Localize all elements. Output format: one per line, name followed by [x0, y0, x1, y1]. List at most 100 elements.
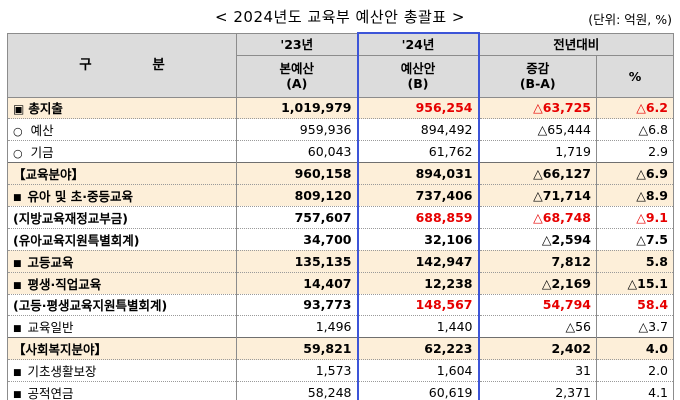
row-label: ○ 기금 — [7, 140, 237, 164]
row-label: ■ 고등교육 — [7, 250, 237, 273]
cell-a: 809,120 — [236, 184, 358, 207]
table-row: 【사회복지분야】 59,821 62,223 2,402 4.0 — [7, 337, 675, 361]
square-bullet-icon: ■ — [13, 193, 22, 203]
row-label: 【교육분야】 — [7, 162, 237, 186]
row-label: ■ 공적연금 — [7, 381, 237, 400]
cell-b: 32,106 — [356, 228, 480, 251]
cell-diff: △56 — [478, 315, 597, 339]
cell-a: 93,773 — [236, 294, 358, 317]
col-c-top: 전년대비 — [477, 32, 675, 56]
cell-b: 148,567 — [356, 294, 480, 317]
page-title: < 2024년도 교육부 예산안 총괄표 > — [215, 8, 465, 26]
cell-diff: 2,402 — [478, 337, 597, 361]
square-bullet-icon: ■ — [13, 324, 22, 335]
cell-b: 12,238 — [356, 272, 480, 295]
cell-a: 58,248 — [236, 381, 358, 400]
cell-pct: △6.2 — [595, 97, 675, 120]
circle-bullet-icon: ○ — [13, 147, 23, 161]
cell-b: 956,254 — [356, 97, 480, 120]
cell-pct: △7.5 — [595, 228, 675, 251]
cell-pct: 2.0 — [595, 359, 675, 383]
cell-diff: 2,371 — [478, 381, 597, 400]
cell-pct: △9.1 — [595, 206, 675, 229]
row-label: ■ 평생·직업교육 — [7, 272, 237, 295]
cell-diff: 54,794 — [478, 294, 597, 317]
circle-bullet-icon: ○ — [13, 125, 23, 139]
cell-pct: 58.4 — [595, 294, 675, 317]
row-label: ■ 기초생활보장 — [7, 359, 237, 383]
cell-diff: △71,714 — [478, 184, 597, 207]
cell-diff: △2,169 — [478, 272, 597, 295]
table-row: (유아교육지원특별회계) 34,700 32,106 △2,594 △7.5 — [7, 228, 675, 251]
cell-b: 142,947 — [356, 250, 480, 273]
table-row: ■ 교육일반 1,496 1,440 △56 △3.7 — [7, 315, 675, 339]
table-row: ■ 공적연금 58,248 60,619 2,371 4.1 — [7, 381, 675, 400]
cell-a: 34,700 — [236, 228, 358, 251]
col-b-year: '24년 — [356, 32, 480, 56]
table-row: (고등·평생교육지원특별회계) 93,773 148,567 54,794 58… — [7, 294, 675, 317]
table-row: ■ 유아 및 초·중등교육 809,120 737,406 △71,714 △8.… — [7, 184, 675, 207]
row-label: 【사회복지분야】 — [7, 337, 237, 361]
unit-label: (단위: 억원, %) — [588, 12, 672, 27]
table-row: ▣ 총지출 1,019,979 956,254 △63,725 △6.2 — [7, 97, 675, 120]
cell-a: 757,607 — [236, 206, 358, 229]
cell-b: 894,031 — [356, 162, 480, 186]
table-row: ○ 예산 959,936 894,492 △65,444 △6.8 — [7, 118, 675, 142]
col-a-header: 본예산 (A) — [236, 54, 358, 98]
cell-b: 62,223 — [356, 337, 480, 361]
row-label: (고등·평생교육지원특별회계) — [7, 294, 237, 317]
cell-a: 960,158 — [236, 162, 358, 186]
table-row: 【교육분야】 960,158 894,031 △66,127 △6.9 — [7, 162, 675, 186]
cell-b: 894,492 — [356, 118, 480, 142]
cell-diff: △65,444 — [478, 118, 597, 142]
cell-pct: 4.1 — [595, 381, 675, 400]
row-label: (지방교육재정교부금) — [7, 206, 237, 229]
cell-pct: △6.8 — [595, 118, 675, 142]
cell-a: 1,019,979 — [236, 97, 358, 120]
cell-pct: △8.9 — [595, 184, 675, 207]
cell-b: 61,762 — [356, 140, 480, 164]
row-label: (유아교육지원특별회계) — [7, 228, 237, 251]
col-c-header: 증감 (B-A) — [478, 54, 597, 98]
cell-diff: △63,725 — [478, 97, 597, 120]
col-a-year: '23년 — [236, 32, 358, 56]
cell-pct: △3.7 — [595, 315, 675, 339]
cell-pct: 2.9 — [595, 140, 675, 164]
table-row: ■ 평생·직업교육 14,407 12,238 △2,169 △15.1 — [7, 272, 675, 295]
cell-diff: △2,594 — [478, 228, 597, 251]
cell-b: 1,440 — [356, 315, 480, 339]
cell-b: 737,406 — [356, 184, 480, 207]
cell-diff: △68,748 — [478, 206, 597, 229]
cell-b: 60,619 — [356, 381, 480, 400]
row-label: ■ 교육일반 — [7, 315, 237, 339]
table-row: ■ 고등교육 135,135 142,947 7,812 5.8 — [7, 250, 675, 273]
cell-b: 1,604 — [356, 359, 480, 383]
cell-a: 60,043 — [236, 140, 358, 164]
cell-pct: 5.8 — [595, 250, 675, 273]
cell-a: 135,135 — [236, 250, 358, 273]
row-label: ▣ 총지출 — [7, 97, 237, 120]
cell-diff: 7,812 — [478, 250, 597, 273]
cell-a: 14,407 — [236, 272, 358, 295]
row-label: ○ 예산 — [7, 118, 237, 142]
cell-a: 59,821 — [236, 337, 358, 361]
cell-diff: △66,127 — [478, 162, 597, 186]
col-d-header: % — [595, 54, 675, 98]
table-row: (지방교육재정교부금) 757,607 688,859 △68,748 △9.1 — [7, 206, 675, 229]
cell-b: 688,859 — [356, 206, 480, 229]
category-header: 구 분 — [7, 32, 237, 98]
cell-a: 959,936 — [236, 118, 358, 142]
square-bullet-icon: ■ — [13, 258, 22, 269]
square-bullet-icon: ■ — [13, 390, 22, 400]
cell-a: 1,496 — [236, 315, 358, 339]
budget-table: 구 분 '23년 '24년 전년대비 본예산 (A) 예산안 (B) 증감 (B-A)… — [7, 32, 675, 400]
cell-diff: 31 — [478, 359, 597, 383]
table-row: ■ 기초생활보장 1,573 1,604 31 2.0 — [7, 359, 675, 383]
row-label: ■ 유아 및 초·중등교육 — [7, 184, 237, 207]
table-row: ○ 기금 60,043 61,762 1,719 2.9 — [7, 140, 675, 164]
cell-a: 1,573 — [236, 359, 358, 383]
box-marker-icon: ▣ — [13, 102, 25, 117]
square-bullet-icon: ■ — [13, 368, 22, 379]
title-row: < 2024년도 교육부 예산안 총괄표 > (단위: 억원, %) — [0, 0, 680, 32]
cell-pct: △6.9 — [595, 162, 675, 186]
